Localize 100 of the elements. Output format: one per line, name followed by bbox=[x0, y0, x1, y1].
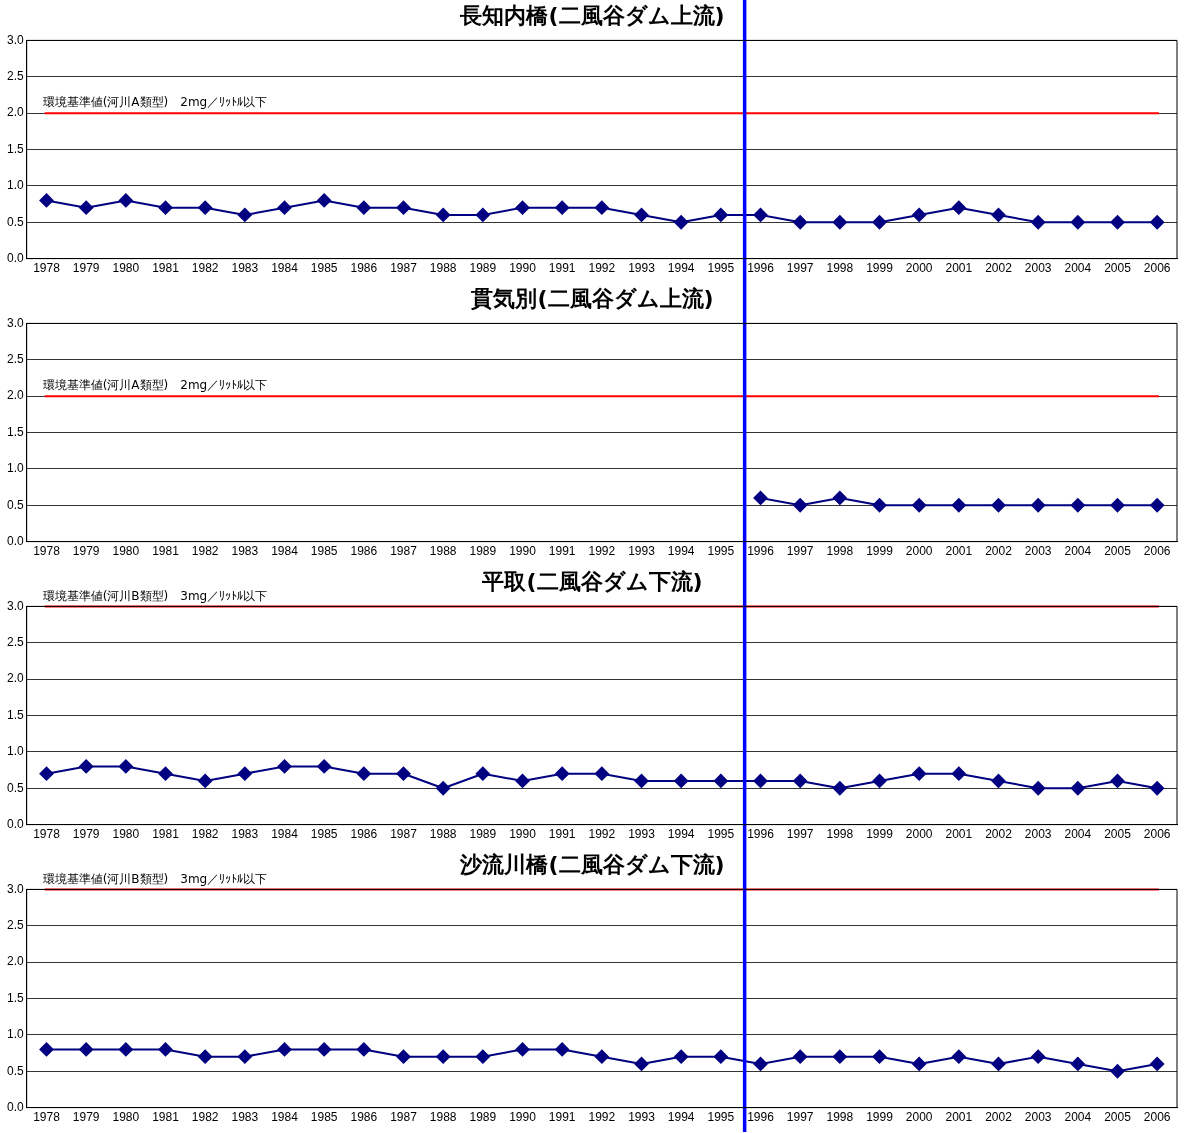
x-tick-label: 1981 bbox=[152, 544, 180, 559]
y-tick-label: 1.0 bbox=[6, 744, 24, 759]
x-tick-label: 2006 bbox=[1143, 544, 1171, 559]
x-tick-label: 1997 bbox=[786, 261, 814, 276]
x-tick-label: 1989 bbox=[469, 1110, 497, 1125]
y-tick-label: 1.5 bbox=[6, 707, 24, 722]
x-tick-label: 1989 bbox=[469, 544, 497, 559]
x-tick-label: 2002 bbox=[985, 1110, 1013, 1125]
x-tick-label: 2005 bbox=[1104, 544, 1132, 559]
ref-line-label: 環境基準値(河川A類型) 2mg／ﾘｯﾄﾙ以下 bbox=[42, 95, 268, 110]
x-tick-label: 1978 bbox=[33, 544, 61, 559]
x-tick-label: 1990 bbox=[509, 261, 537, 276]
x-tick-label: 1995 bbox=[707, 261, 735, 276]
x-tick-label: 1990 bbox=[509, 544, 537, 559]
x-tick-label: 1993 bbox=[628, 1110, 656, 1125]
x-tick-label: 1985 bbox=[310, 1110, 338, 1125]
x-tick-label: 2005 bbox=[1104, 827, 1132, 842]
x-tick-label: 1991 bbox=[548, 261, 576, 276]
y-tick-label: 1.5 bbox=[6, 424, 24, 439]
y-tick-label: 3.0 bbox=[6, 881, 24, 896]
x-tick-label: 2004 bbox=[1064, 827, 1092, 842]
y-tick-label: 2.5 bbox=[6, 352, 24, 367]
y-tick-label: 3.0 bbox=[6, 315, 24, 330]
y-tick-label: 2.5 bbox=[6, 635, 24, 650]
chart-title: 長知内橋(二風谷ダム上流) bbox=[459, 2, 725, 28]
x-tick-label: 1980 bbox=[112, 1110, 140, 1125]
x-tick-label: 1978 bbox=[33, 827, 61, 842]
x-tick-label: 2000 bbox=[905, 1110, 933, 1125]
x-tick-label: 1981 bbox=[152, 1110, 180, 1125]
x-tick-label: 2004 bbox=[1064, 261, 1092, 276]
y-tick-label: 1.0 bbox=[6, 178, 24, 193]
x-tick-label: 1989 bbox=[469, 261, 497, 276]
x-tick-label: 2001 bbox=[945, 1110, 973, 1125]
x-tick-label: 1984 bbox=[271, 261, 299, 276]
x-tick-label: 1980 bbox=[112, 827, 140, 842]
x-tick-label: 1987 bbox=[390, 827, 418, 842]
x-tick-label: 2006 bbox=[1143, 261, 1171, 276]
x-tick-label: 1983 bbox=[231, 827, 259, 842]
x-tick-label: 2001 bbox=[945, 261, 973, 276]
y-tick-label: 2.0 bbox=[6, 388, 24, 403]
x-tick-label: 1995 bbox=[707, 827, 735, 842]
x-tick-label: 1983 bbox=[231, 261, 259, 276]
x-tick-label: 1990 bbox=[509, 1110, 537, 1125]
ref-line-label: 環境基準値(河川B類型) 3mg／ﾘｯﾄﾙ以下 bbox=[42, 588, 268, 603]
x-tick-label: 2001 bbox=[945, 544, 973, 559]
y-tick-label: 1.5 bbox=[6, 990, 24, 1005]
y-tick-label: 3.0 bbox=[6, 32, 24, 47]
x-tick-label: 2002 bbox=[985, 827, 1013, 842]
x-tick-label: 2003 bbox=[1024, 261, 1052, 276]
x-tick-label: 1987 bbox=[390, 544, 418, 559]
x-tick-label: 1999 bbox=[866, 544, 894, 559]
y-tick-label: 2.0 bbox=[6, 954, 24, 969]
x-tick-label: 1995 bbox=[707, 1110, 735, 1125]
x-tick-label: 2000 bbox=[905, 261, 933, 276]
y-tick-label: 3.0 bbox=[6, 598, 24, 613]
y-tick-label: 0.5 bbox=[6, 497, 24, 512]
x-tick-label: 2005 bbox=[1104, 261, 1132, 276]
x-tick-label: 1991 bbox=[548, 544, 576, 559]
y-tick-label: 1.0 bbox=[6, 1027, 24, 1042]
y-tick-label: 0.5 bbox=[6, 214, 24, 229]
y-tick-label: 2.5 bbox=[6, 69, 24, 84]
x-tick-label: 1999 bbox=[866, 261, 894, 276]
ref-line-label: 環境基準値(河川A類型) 2mg／ﾘｯﾄﾙ以下 bbox=[42, 378, 268, 393]
x-tick-label: 1988 bbox=[429, 827, 457, 842]
x-tick-label: 1981 bbox=[152, 827, 180, 842]
x-tick-label: 1992 bbox=[588, 544, 616, 559]
x-tick-label: 2004 bbox=[1064, 1110, 1092, 1125]
x-tick-label: 1997 bbox=[786, 544, 814, 559]
x-tick-label: 1987 bbox=[390, 261, 418, 276]
x-tick-label: 2003 bbox=[1024, 544, 1052, 559]
x-tick-label: 1985 bbox=[310, 261, 338, 276]
x-tick-label: 1990 bbox=[509, 827, 537, 842]
x-tick-label: 1980 bbox=[112, 261, 140, 276]
y-tick-label: 0.0 bbox=[6, 1099, 24, 1114]
x-tick-label: 1994 bbox=[667, 827, 695, 842]
x-tick-label: 1992 bbox=[588, 261, 616, 276]
x-tick-label: 1993 bbox=[628, 261, 656, 276]
x-tick-label: 1978 bbox=[33, 261, 61, 276]
x-tick-label: 2000 bbox=[905, 544, 933, 559]
x-tick-label: 1984 bbox=[271, 544, 299, 559]
x-tick-label: 1994 bbox=[667, 1110, 695, 1125]
x-tick-label: 1988 bbox=[429, 544, 457, 559]
x-tick-label: 2002 bbox=[985, 261, 1013, 276]
y-tick-label: 1.0 bbox=[6, 461, 24, 476]
x-tick-label: 2001 bbox=[945, 827, 973, 842]
chart-title: 貫気別(二風谷ダム上流) bbox=[470, 285, 714, 311]
x-tick-label: 1996 bbox=[747, 261, 775, 276]
x-tick-label: 1993 bbox=[628, 827, 656, 842]
x-tick-label: 1998 bbox=[826, 544, 854, 559]
x-tick-label: 1986 bbox=[350, 1110, 378, 1125]
x-tick-label: 1984 bbox=[271, 1110, 299, 1125]
x-tick-label: 1979 bbox=[72, 544, 100, 559]
x-tick-label: 1987 bbox=[390, 1110, 418, 1125]
x-tick-label: 1983 bbox=[231, 544, 259, 559]
y-tick-label: 2.0 bbox=[6, 105, 24, 120]
x-tick-label: 1988 bbox=[429, 1110, 457, 1125]
x-tick-label: 1982 bbox=[191, 261, 219, 276]
x-tick-label: 1988 bbox=[429, 261, 457, 276]
x-tick-label: 2005 bbox=[1104, 1110, 1132, 1125]
chart-title: 平取(二風谷ダム下流) bbox=[481, 568, 703, 594]
